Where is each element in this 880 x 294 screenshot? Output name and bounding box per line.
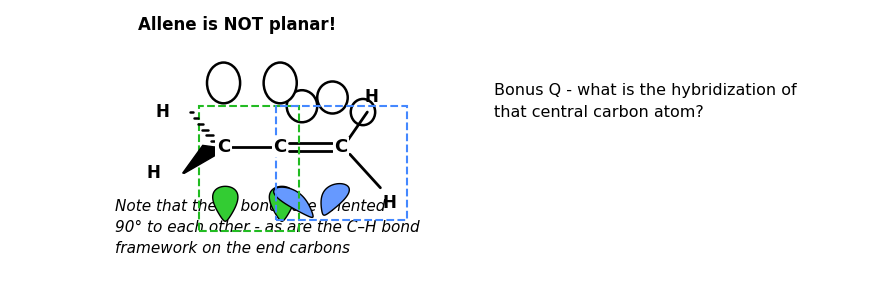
Ellipse shape bbox=[317, 81, 348, 113]
Polygon shape bbox=[321, 184, 349, 215]
Text: H: H bbox=[382, 193, 396, 212]
Text: Note that the pi bonds are oriented
90° to each other - as are the C–H bond
fram: Note that the pi bonds are oriented 90° … bbox=[114, 199, 419, 256]
Text: H: H bbox=[156, 103, 170, 121]
Text: C: C bbox=[217, 138, 231, 156]
Text: Allene is NOT planar!: Allene is NOT planar! bbox=[137, 16, 336, 34]
Polygon shape bbox=[269, 186, 295, 221]
Text: Bonus Q - what is the hybridization of
that central carbon atom?: Bonus Q - what is the hybridization of t… bbox=[494, 83, 796, 120]
Text: H: H bbox=[146, 164, 160, 182]
Text: C: C bbox=[274, 138, 287, 156]
Ellipse shape bbox=[264, 63, 297, 103]
Ellipse shape bbox=[351, 99, 375, 125]
Polygon shape bbox=[213, 186, 238, 221]
Text: H: H bbox=[364, 88, 378, 106]
Ellipse shape bbox=[207, 63, 240, 103]
Ellipse shape bbox=[287, 90, 317, 122]
Polygon shape bbox=[183, 145, 227, 173]
Text: C: C bbox=[334, 138, 348, 156]
Polygon shape bbox=[274, 187, 313, 217]
